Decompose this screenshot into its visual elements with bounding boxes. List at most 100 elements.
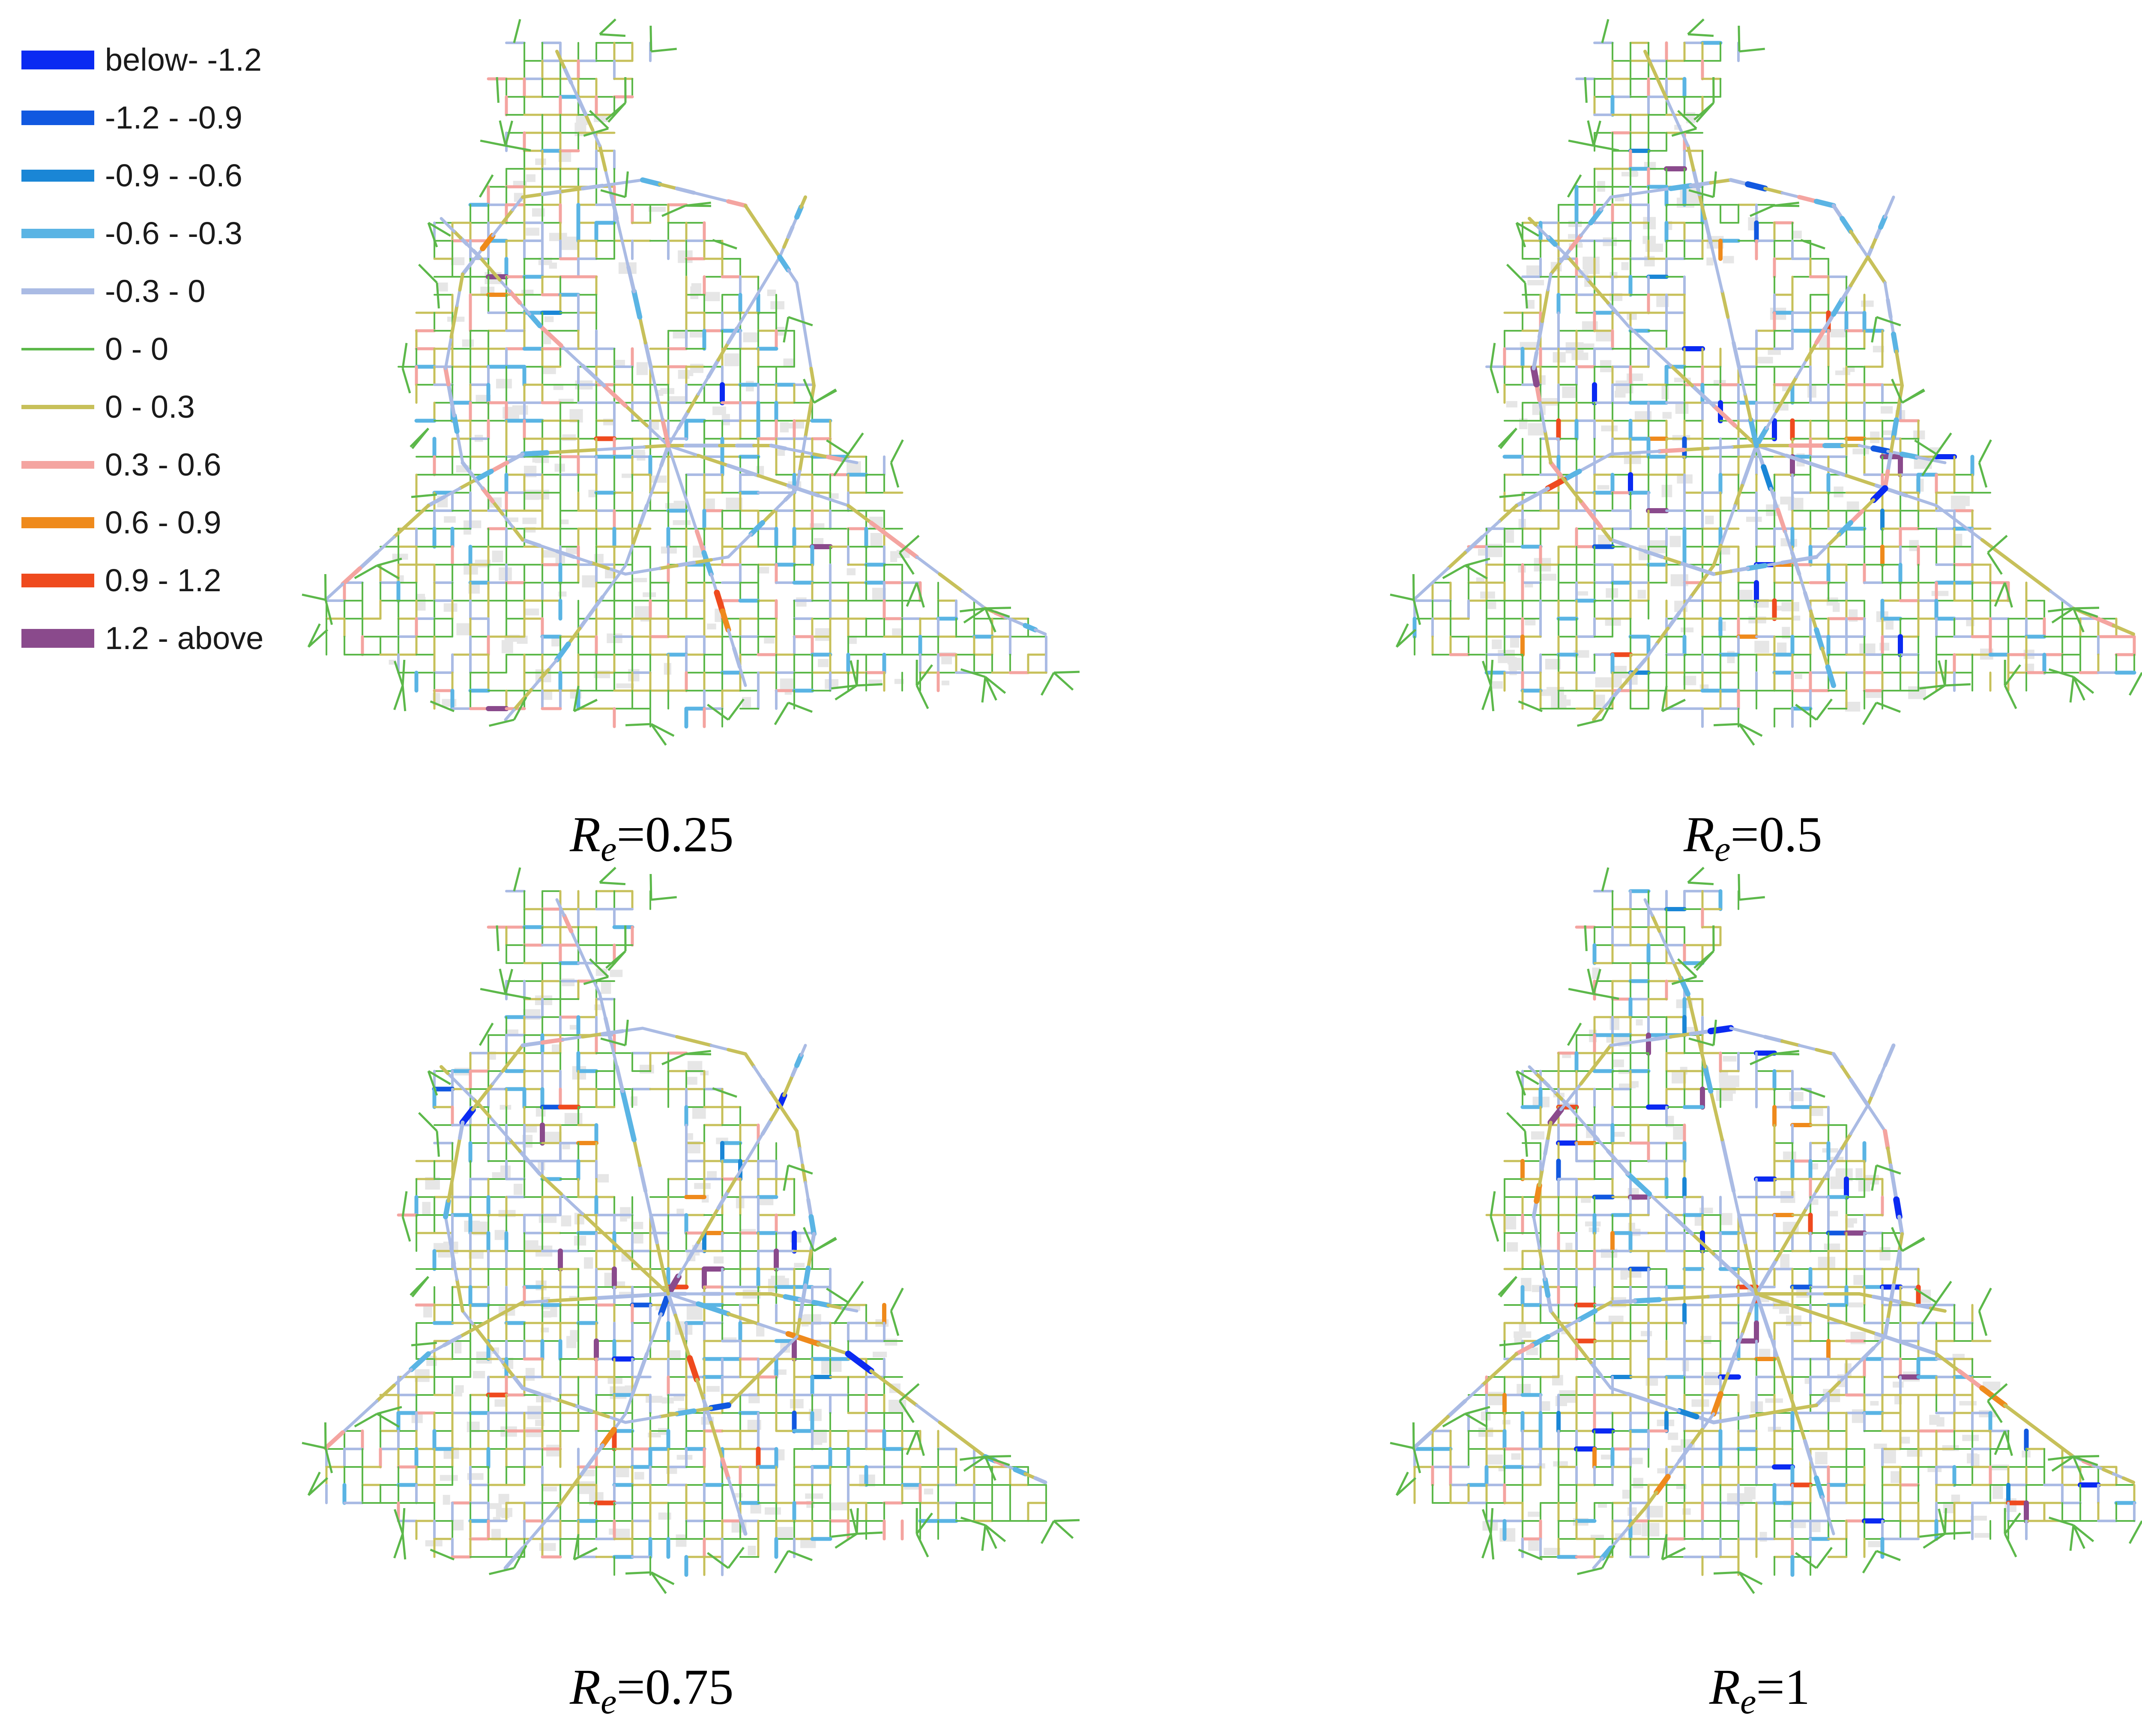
peripheral-road [308, 629, 329, 648]
arterial-segment [521, 538, 542, 548]
peripheral-road [480, 139, 506, 147]
arterial-segment [807, 350, 813, 370]
arterial-segment [1711, 403, 1737, 428]
arterial-segment [426, 495, 446, 508]
building-block [1526, 300, 1535, 309]
arterial-segment [1546, 445, 1553, 464]
arterial-segment [667, 444, 677, 469]
building-block [1861, 300, 1874, 307]
building-block [673, 330, 688, 338]
building-block [1611, 678, 1622, 688]
peripheral-road [1687, 18, 1705, 35]
arterial-segment [652, 464, 663, 487]
arterial-segment [869, 521, 896, 542]
arterial-segment [649, 367, 658, 396]
legend-item: 0.9 - 1.2 [17, 555, 317, 606]
arterial-segment [1629, 190, 1652, 196]
arterial-segment [697, 454, 730, 467]
building-block [558, 398, 574, 404]
arterial-roads [323, 898, 1047, 1570]
peripheral-road [1601, 19, 1609, 43]
peripheral-road [984, 608, 996, 633]
arterial-segment [1797, 555, 1819, 562]
peripheral-road [727, 698, 745, 721]
arterial-segment [1860, 498, 1876, 513]
building-block [1954, 534, 1963, 548]
building-block [847, 568, 856, 575]
arterial-segment [1579, 499, 1593, 516]
arterial-segment [2026, 572, 2052, 593]
building-block [454, 1392, 462, 1397]
arterial-segment [732, 646, 742, 669]
building-block [648, 207, 666, 212]
arterial-segment [443, 366, 451, 386]
building-block [1852, 448, 1869, 455]
building-block [1832, 602, 1840, 612]
arterial-segment [1609, 688, 1621, 702]
arterial-segment [561, 187, 584, 193]
arterial-segment [1546, 235, 1558, 247]
arterial-segment [761, 230, 773, 246]
peripheral-road [1396, 629, 1417, 648]
arterial-segment [1915, 455, 1933, 461]
arterial-segment [624, 404, 649, 428]
building-block [594, 554, 604, 563]
arterial-segment [511, 525, 524, 542]
building-block [1575, 591, 1588, 596]
peripheral-road [376, 564, 400, 580]
arterial-segment [1648, 344, 1672, 367]
arterial-segment [489, 461, 509, 473]
arterial-segment [1747, 443, 1759, 468]
building-block [1843, 367, 1855, 372]
arterial-segment [1845, 474, 1878, 488]
building-block [454, 1341, 462, 1354]
arterial-segment [1530, 365, 1540, 388]
arterial-segment [714, 590, 726, 614]
building-block [941, 654, 952, 664]
building-block [588, 490, 595, 497]
building-block [1777, 605, 1788, 611]
arterial-segment [643, 341, 653, 371]
peripheral-road [1739, 48, 1765, 53]
peripheral-road [984, 676, 1006, 694]
arterial-segment [631, 524, 642, 548]
arterial-segment [1712, 569, 1732, 576]
peripheral-road [1935, 432, 1952, 455]
arterial-segment [589, 595, 605, 615]
building-block [558, 591, 567, 597]
arterial-segment [1765, 410, 1778, 430]
arterial-segment [1840, 216, 1853, 234]
building-block [434, 1243, 446, 1251]
building-block [1754, 641, 1769, 653]
arterial-segment [458, 272, 464, 292]
arterial-segment [1601, 698, 1612, 712]
legend-swatch [21, 461, 94, 469]
building-block [707, 623, 716, 630]
peripheral-road [2004, 685, 2017, 709]
building-block [805, 1493, 823, 1499]
building-block [619, 1292, 634, 1297]
arterial-segment [676, 409, 691, 431]
building-block [1595, 677, 1613, 688]
peripheral-road [890, 462, 900, 488]
building-block [524, 608, 539, 616]
arterial-segment [638, 315, 647, 344]
arterial-segment [530, 678, 541, 691]
peripheral-road [981, 676, 987, 703]
arterial-segment [1858, 255, 1870, 273]
peripheral-road [1687, 33, 1714, 37]
building-block [464, 530, 471, 535]
building-block [542, 367, 556, 374]
peripheral-road [324, 574, 327, 600]
building-block [423, 1305, 432, 1318]
arterial-segment [1034, 628, 1047, 636]
arterial-segment [602, 383, 628, 408]
arterial-segment [794, 204, 804, 220]
building-block [513, 1184, 523, 1195]
building-block [815, 628, 832, 641]
arterial-segment [452, 413, 460, 434]
arterial-segment [748, 520, 765, 537]
arterial-segment [1412, 582, 1433, 602]
arterial-segment [1498, 504, 1518, 523]
arterial-segment [1761, 464, 1774, 491]
